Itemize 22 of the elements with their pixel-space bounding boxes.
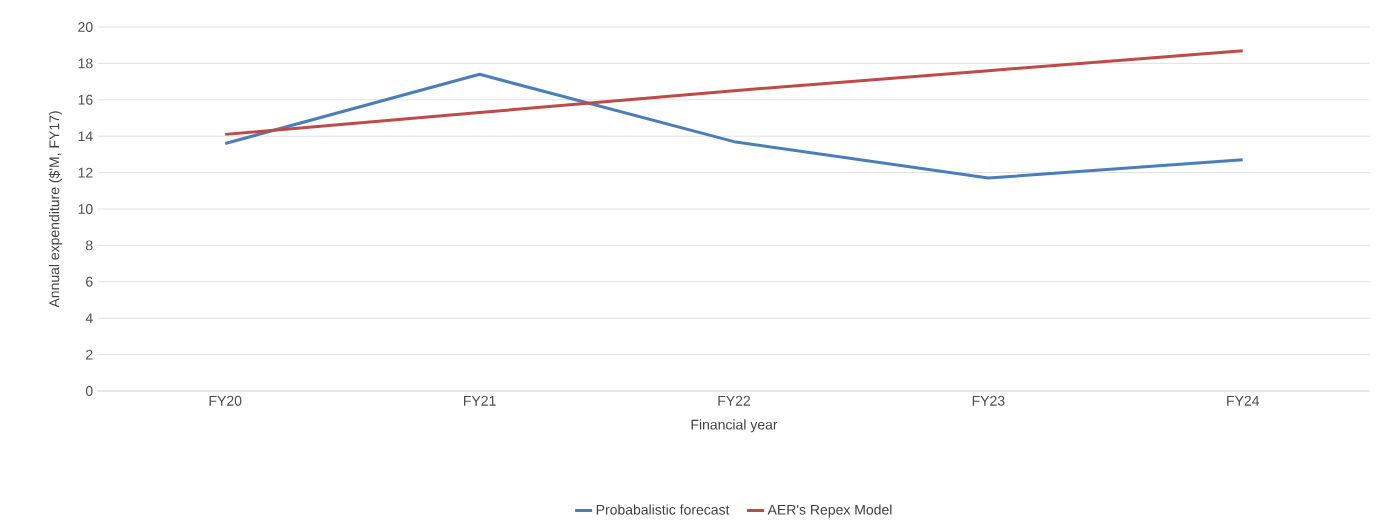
y-axis-title: Annual expenditure ($'M, FY17) [48, 111, 63, 308]
y-tick-label: 6 [86, 276, 93, 287]
y-tick-label: 2 [86, 349, 93, 360]
y-tick-label: 18 [78, 58, 93, 69]
y-tick-label: 14 [78, 131, 93, 142]
x-tick-label: FY23 [972, 395, 1005, 406]
legend-label: Probabalistic forecast [596, 504, 730, 515]
y-tick-label: 12 [78, 167, 93, 178]
y-tick-label: 10 [78, 204, 93, 214]
y-tick-label: 4 [85, 313, 93, 324]
x-tick-label: FY20 [209, 395, 242, 406]
x-tick-label: FY22 [718, 395, 751, 406]
line-series [223, 72, 1245, 180]
y-tick-label: 20 [78, 22, 93, 32]
x-tick-label: FY24 [1227, 395, 1260, 406]
y-tick-label: 8 [85, 240, 93, 251]
x-tick-label: FY21 [464, 395, 496, 406]
line-series [223, 49, 1245, 136]
x-axis-title: Financial year [691, 419, 778, 433]
legend-label: AER's Repex Model [767, 504, 892, 518]
y-tick-label: 0 [85, 386, 93, 396]
y-tick-label: 16 [78, 94, 93, 105]
